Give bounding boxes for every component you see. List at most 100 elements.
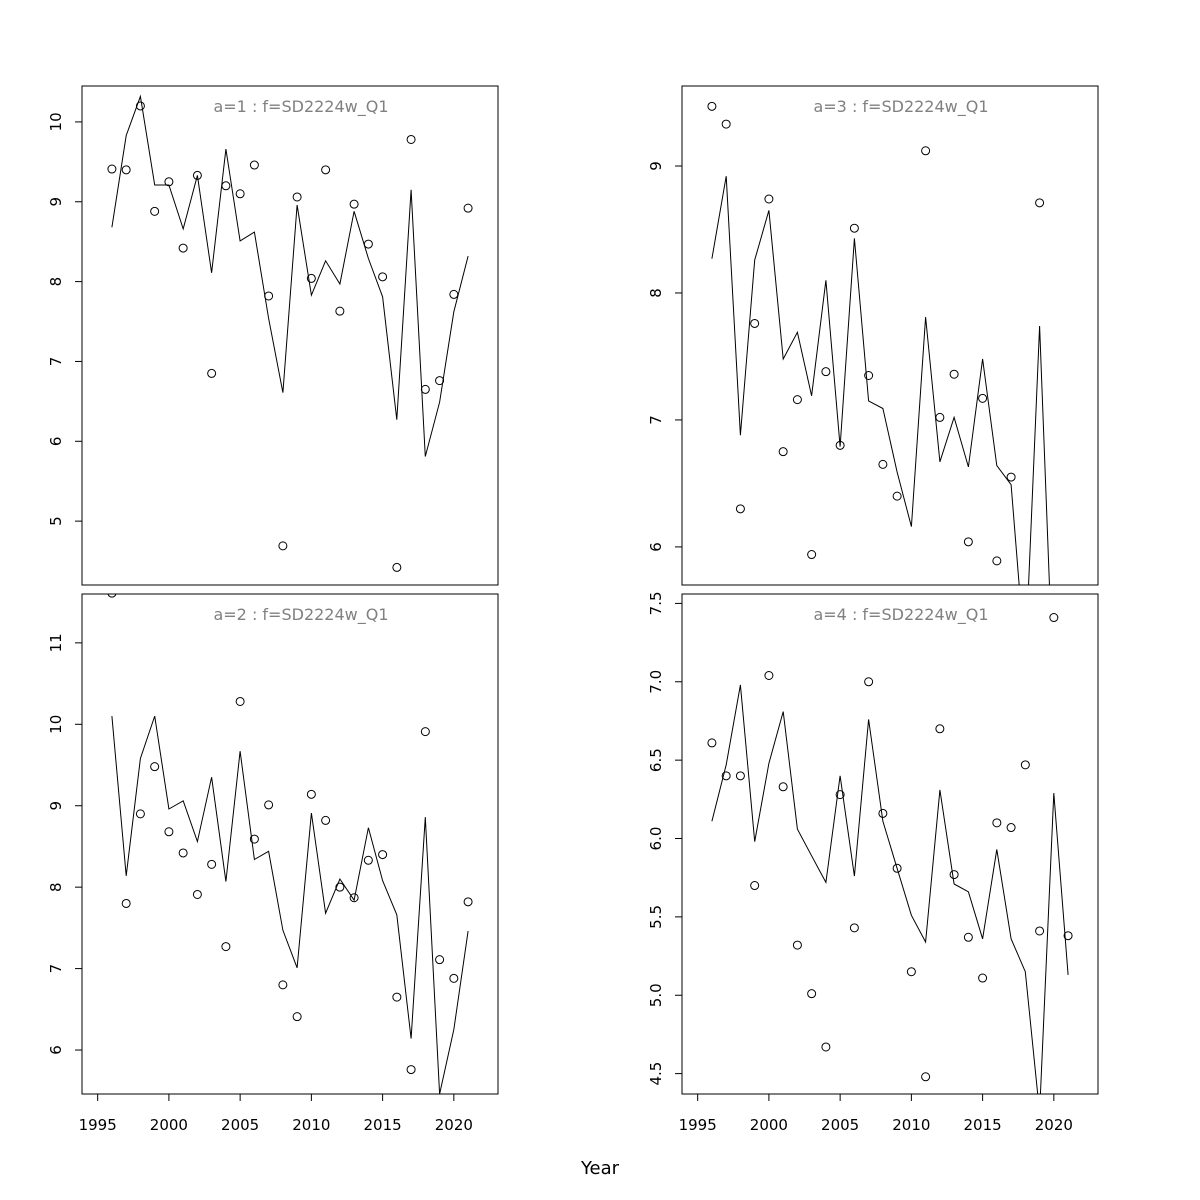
observed-point — [778, 447, 788, 457]
observed-point — [150, 206, 160, 216]
observed-point — [349, 199, 359, 209]
y-tick-label: 6 — [47, 1045, 65, 1055]
observed-point — [378, 850, 388, 860]
observed-point — [864, 370, 874, 380]
y-tick-label: 5 — [47, 516, 65, 526]
observed-point — [949, 369, 959, 379]
x-tick-label: 2015 — [364, 1116, 402, 1134]
observed-point — [735, 504, 745, 514]
observed-point — [207, 368, 217, 378]
y-tick-label: 9 — [47, 801, 65, 811]
y-tick-label: 5.0 — [647, 983, 665, 1007]
observed-point — [807, 989, 817, 999]
observed-point — [949, 870, 959, 880]
observed-point — [750, 318, 760, 328]
observed-point — [1035, 926, 1045, 936]
data-marks — [707, 101, 1050, 640]
observed-point — [807, 550, 817, 560]
observed-point — [707, 101, 717, 111]
observed-point — [463, 203, 473, 213]
panel-bottom-right: a=4 : f=SD2224w_Q1 4.5 5.0 5.5 6.0 6.5 7.0 7.5 1… — [647, 591, 1099, 1134]
observed-point — [1035, 198, 1045, 208]
y-axis: 6 7 8 9 — [647, 161, 683, 552]
y-tick-label: 10 — [47, 715, 65, 734]
observed-point — [449, 289, 459, 299]
observed-point — [1006, 472, 1016, 482]
observed-point — [164, 177, 174, 187]
x-tick-label: 1995 — [79, 1116, 117, 1134]
observed-point — [1049, 613, 1059, 623]
observed-point — [1021, 632, 1029, 640]
y-axis: 5 6 7 8 9 10 — [47, 112, 83, 526]
observed-point — [764, 194, 774, 204]
observed-point — [849, 923, 859, 933]
observed-point — [292, 192, 302, 202]
fitted-line — [711, 684, 1069, 1094]
observed-point — [420, 727, 430, 737]
observed-point — [121, 898, 131, 908]
observed-point — [392, 562, 402, 572]
observed-point — [963, 932, 973, 942]
observed-point — [1020, 760, 1030, 770]
y-tick-label: 7 — [647, 415, 665, 425]
observed-point — [992, 818, 1002, 828]
observed-point — [135, 809, 145, 819]
y-tick-label: 4.5 — [647, 1062, 665, 1086]
y-tick-label: 7 — [47, 357, 65, 367]
observed-point — [821, 1042, 831, 1052]
observed-point — [435, 955, 445, 965]
observed-point — [978, 973, 988, 983]
observed-point — [335, 882, 345, 892]
x-tick-label: 2020 — [435, 1116, 473, 1134]
y-tick-label: 8 — [47, 882, 65, 892]
observed-point — [406, 134, 416, 144]
observed-point — [249, 160, 259, 170]
panel-top-left: a=1 : f=SD2224w_Q1 5 6 7 8 9 10 — [47, 85, 499, 586]
observed-point — [264, 800, 274, 810]
observed-point — [420, 384, 430, 394]
y-tick-label: 6.0 — [647, 827, 665, 851]
x-tick-label: 2005 — [221, 1116, 259, 1134]
x-tick-label: 2010 — [292, 1116, 330, 1134]
x-tick-label: 2020 — [1035, 1116, 1073, 1134]
observed-point — [178, 848, 188, 858]
y-tick-label: 10 — [47, 112, 65, 131]
y-tick-label: 9 — [647, 161, 665, 171]
observed-point — [878, 459, 888, 469]
observed-point — [121, 165, 131, 175]
fitted-line — [111, 715, 469, 1094]
observed-point — [792, 395, 802, 405]
observed-point — [150, 762, 160, 772]
observed-point — [750, 881, 760, 891]
observed-point — [921, 1072, 931, 1082]
observed-point — [963, 537, 973, 547]
y-axis: 6 7 8 9 10 11 — [47, 633, 83, 1055]
observed-point — [921, 146, 931, 156]
panel-bottom-left: a=2 : f=SD2224w_Q1 6 7 8 9 10 11 1995 2000 2005 20… — [47, 593, 499, 1134]
observed-point — [278, 980, 288, 990]
observed-point — [321, 165, 331, 175]
data-marks — [107, 594, 473, 1094]
observed-point — [1063, 931, 1073, 941]
observed-point — [363, 239, 373, 249]
observed-point — [778, 782, 788, 792]
observed-point — [192, 170, 202, 180]
x-tick-label: 2010 — [892, 1116, 930, 1134]
observed-point — [235, 189, 245, 199]
observed-point — [864, 677, 874, 687]
observed-point — [935, 412, 945, 422]
y-axis: 4.5 5.0 5.5 6.0 6.5 7.0 7.5 — [647, 591, 683, 1086]
y-tick-label: 6 — [647, 542, 665, 552]
y-tick-label: 6.5 — [647, 748, 665, 772]
observed-point — [292, 1012, 302, 1022]
observed-point — [192, 889, 202, 899]
y-tick-label: 6 — [47, 437, 65, 447]
observed-point — [221, 942, 231, 952]
observed-point — [835, 790, 845, 800]
observed-point — [463, 897, 473, 907]
observed-point — [164, 827, 174, 837]
panel-title: a=4 : f=SD2224w_Q1 — [813, 605, 988, 625]
observed-point — [335, 306, 345, 316]
x-tick-label: 1995 — [679, 1116, 717, 1134]
y-tick-label: 7 — [47, 964, 65, 974]
